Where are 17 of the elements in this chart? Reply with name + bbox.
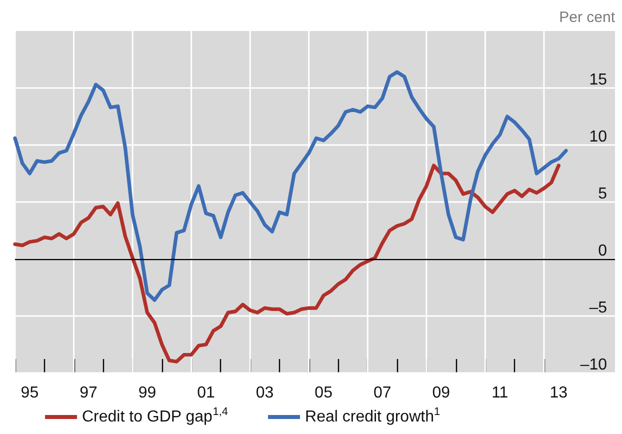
x-tick-label: 07 [373,384,392,402]
y-tick-label: –10 [580,356,608,374]
y-tick-label: 15 [589,72,608,88]
x-tick-label: 95 [20,384,39,402]
y-axis-title: Per cent [559,9,616,26]
x-tick-label: 05 [314,384,333,402]
y-tick-label: –5 [589,300,608,316]
x-tick-label: 01 [197,384,216,402]
y-tick-label: 5 [598,186,608,202]
x-tick-label: 99 [138,384,156,402]
y-tick-label: 0 [598,242,608,260]
x-tick-label: 97 [80,384,98,402]
x-tick-label: 09 [432,384,450,402]
y-tick-label: 10 [589,128,608,146]
x-tick-label: 03 [256,384,274,402]
x-tick-label: 11 [492,384,508,402]
x-tick-label: 13 [550,384,568,402]
